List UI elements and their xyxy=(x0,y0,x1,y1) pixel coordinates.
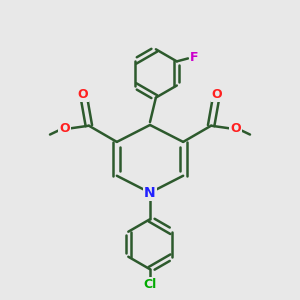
Text: F: F xyxy=(190,51,198,64)
Text: O: O xyxy=(230,122,241,135)
Text: O: O xyxy=(78,88,88,101)
Text: O: O xyxy=(212,88,222,101)
Text: N: N xyxy=(144,186,156,200)
Text: Cl: Cl xyxy=(143,278,157,291)
Text: O: O xyxy=(59,122,70,135)
